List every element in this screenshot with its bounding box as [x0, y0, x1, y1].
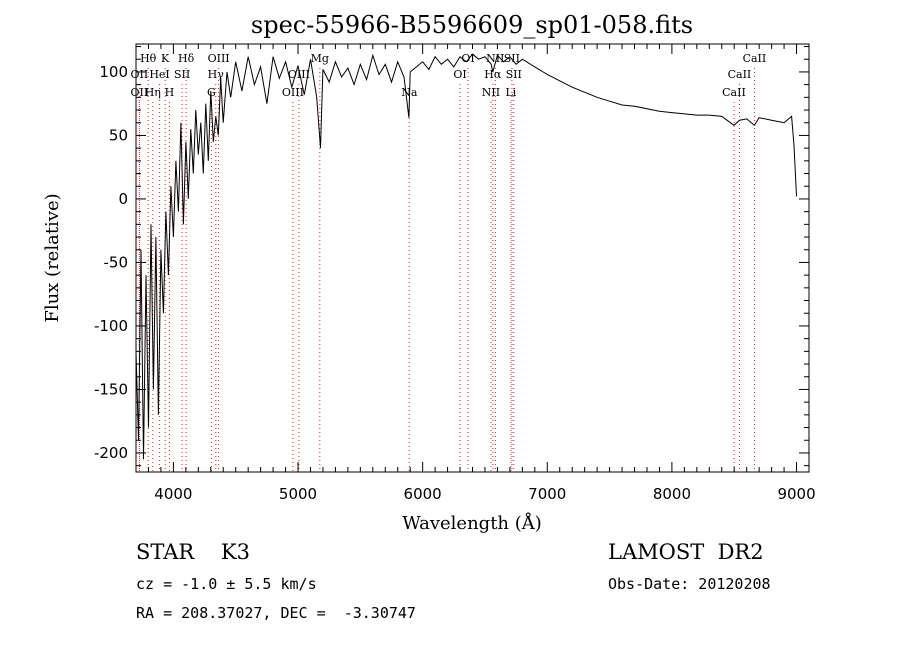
marker-label: Mg	[311, 52, 329, 65]
y-tick-label: -100	[94, 317, 128, 335]
marker-label: Li	[505, 86, 516, 99]
y-tick-labels: -200 -150 -100 -50 0 50 100	[94, 63, 128, 462]
survey-name: LAMOST DR2	[608, 540, 764, 564]
marker-label: Hδ	[178, 52, 195, 65]
marker-label: Hγ	[208, 68, 225, 81]
marker-label: Hθ	[140, 52, 157, 65]
marker-label: NII	[482, 86, 500, 99]
marker-label: K	[161, 52, 170, 65]
marker-label: SII	[174, 68, 190, 81]
axis-ticks	[136, 44, 810, 472]
marker-label: G	[207, 86, 216, 99]
x-tick-label: 8000	[653, 485, 691, 503]
marker-label: HeI	[149, 68, 169, 81]
chart-title: spec-55966-B5596609_sp01-058.fits	[251, 11, 693, 39]
marker-label: OI	[453, 68, 466, 81]
coordinates: RA = 208.37027, DEC = -3.30747	[136, 604, 416, 622]
y-tick-label: 100	[99, 63, 128, 81]
x-tick-label: 4000	[154, 485, 192, 503]
x-tick-label: 7000	[528, 485, 566, 503]
y-tick-label: -50	[104, 253, 129, 271]
y-tick-label: 50	[109, 126, 128, 144]
y-tick-label: -200	[94, 444, 128, 462]
marker-label: CaII	[743, 52, 767, 65]
obs-date: Obs-Date: 20120208	[608, 575, 771, 593]
x-tick-labels: 4000 5000 6000 7000 8000 9000	[154, 485, 815, 503]
marker-label: NII	[486, 52, 504, 65]
y-axis-label: Flux (relative)	[42, 193, 63, 322]
x-tick-label: 6000	[404, 485, 442, 503]
y-tick-label: 0	[118, 190, 128, 208]
marker-label: Hη	[145, 86, 161, 99]
marker-label: SII	[506, 68, 522, 81]
redshift-cz: cz = -1.0 ± 5.5 km/s	[136, 575, 317, 593]
object-class: STAR K3	[136, 540, 250, 564]
x-tick-label: 5000	[279, 485, 317, 503]
marker-label: OIII	[282, 86, 304, 99]
y-tick-label: -150	[94, 380, 128, 398]
marker-label: H	[165, 86, 175, 99]
marker-label: OII	[131, 86, 149, 99]
marker-label: CaII	[722, 86, 746, 99]
x-axis-label: Wavelength (Å)	[402, 512, 542, 534]
marker-label: OIII	[288, 68, 310, 81]
series-line-flux	[135, 53, 797, 460]
marker-label: CaII	[728, 68, 752, 81]
plot-frame	[135, 43, 810, 473]
marker-label: Hα	[484, 68, 502, 81]
marker-label: OII	[131, 68, 149, 81]
marker-label: OIII	[208, 52, 230, 65]
x-tick-label: 9000	[777, 485, 815, 503]
